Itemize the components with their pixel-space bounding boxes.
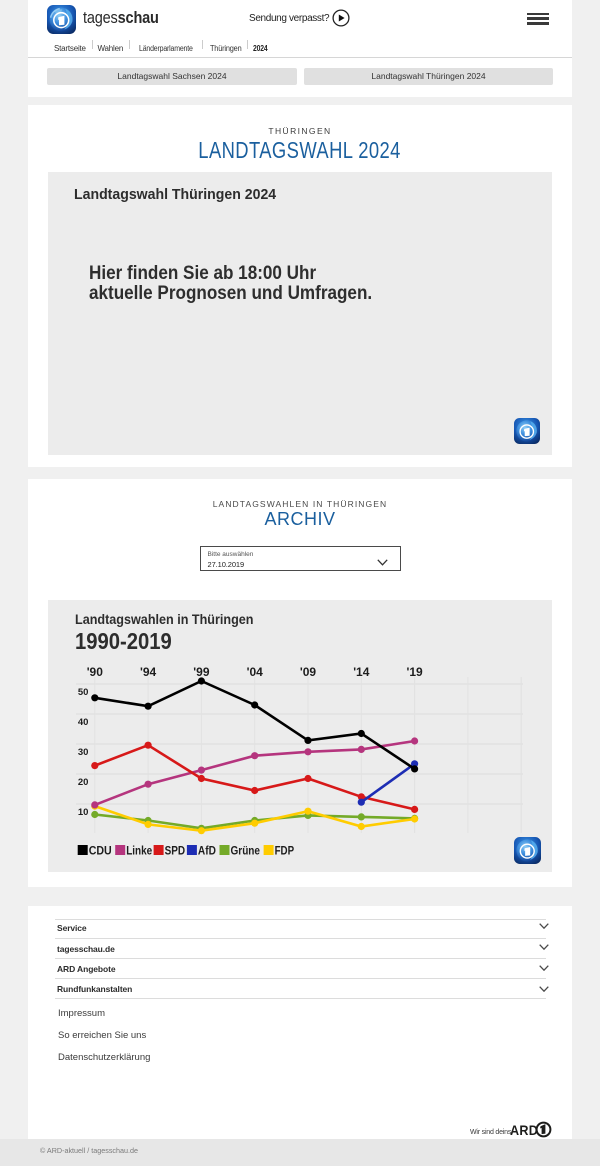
svg-text:20: 20: [78, 777, 89, 788]
svg-text:30: 30: [78, 747, 89, 758]
svg-text:'04: '04: [247, 665, 264, 679]
svg-text:'94: '94: [140, 665, 157, 679]
svg-text:Linke: Linke: [126, 844, 152, 858]
svg-text:'09: '09: [300, 665, 317, 679]
svg-text:CDU: CDU: [89, 844, 112, 858]
svg-text:10: 10: [78, 807, 89, 818]
svg-text:50: 50: [78, 687, 89, 698]
svg-text:'99: '99: [193, 665, 210, 679]
svg-text:'14: '14: [353, 665, 370, 679]
svg-text:Grüne: Grüne: [231, 844, 261, 858]
svg-text:AfD: AfD: [198, 844, 216, 858]
svg-text:'90: '90: [87, 665, 104, 679]
svg-text:40: 40: [78, 717, 89, 728]
svg-text:SPD: SPD: [165, 844, 186, 858]
svg-text:'19: '19: [406, 665, 423, 679]
svg-text:FDP: FDP: [275, 844, 295, 858]
